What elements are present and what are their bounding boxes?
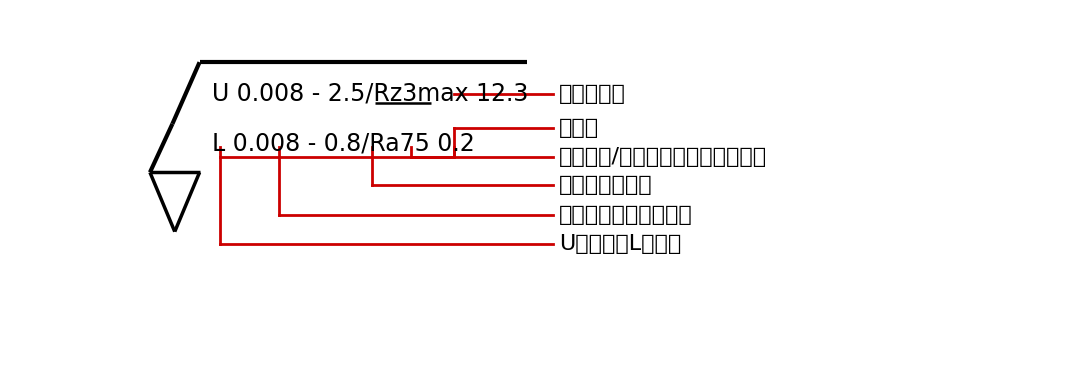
Text: 評価パラメータ: 評価パラメータ xyxy=(559,175,653,196)
Text: 検査長さ/測定基準長さ（普通５）: 検査長さ/測定基準長さ（普通５） xyxy=(559,147,767,167)
Text: U＝上限　L＝下限: U＝上限 L＝下限 xyxy=(559,234,681,254)
Text: L 0.008 - 0.8/Ra75 0.2: L 0.008 - 0.8/Ra75 0.2 xyxy=(212,132,474,156)
Text: 許容値: 許容値 xyxy=(559,118,599,138)
Text: 評価ルール: 評価ルール xyxy=(559,84,626,104)
Text: U 0.008 - 2.5/Rz3max 12.3: U 0.008 - 2.5/Rz3max 12.3 xyxy=(212,82,529,106)
Text: 測定フィルターの種類: 測定フィルターの種類 xyxy=(559,205,693,225)
